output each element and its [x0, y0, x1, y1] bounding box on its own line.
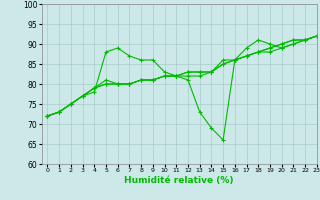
X-axis label: Humidité relative (%): Humidité relative (%) [124, 176, 234, 185]
